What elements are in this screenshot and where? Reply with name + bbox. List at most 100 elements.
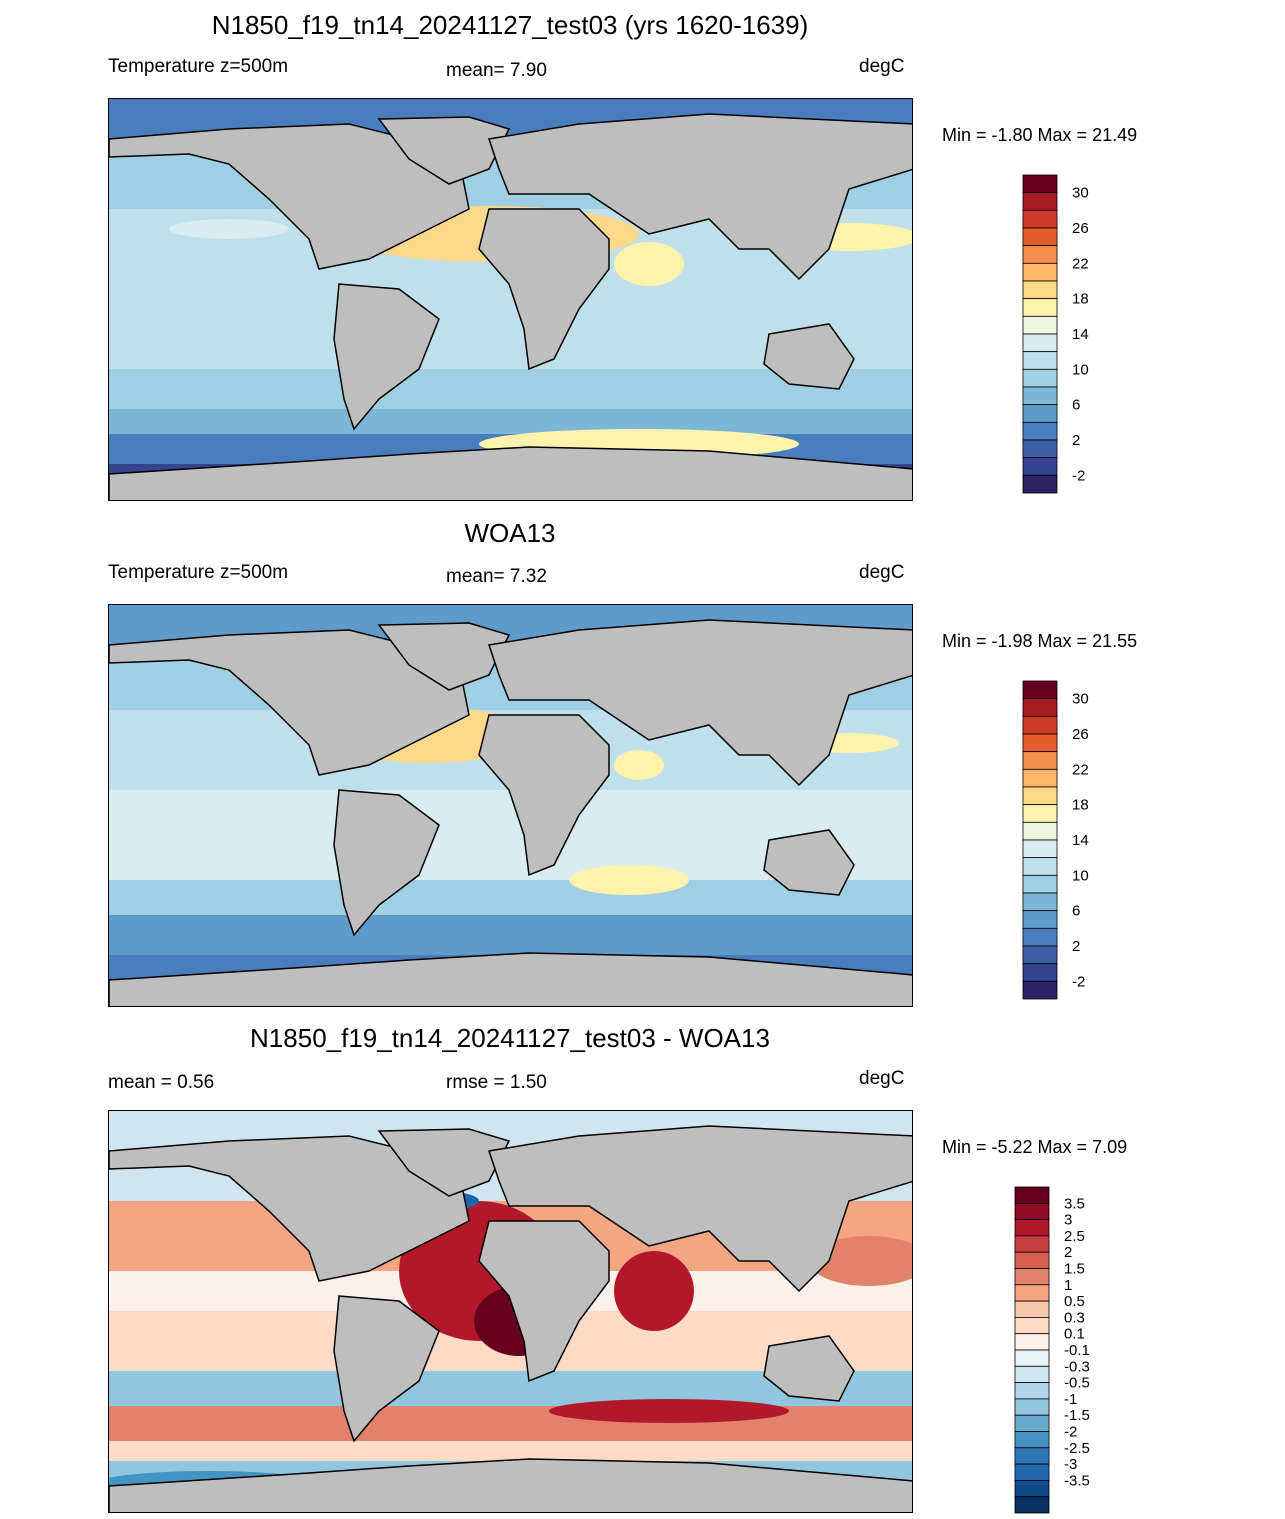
- land-eurasia: [488, 1125, 912, 1293]
- colorbar-tick-label: 2: [1072, 938, 1080, 955]
- colorbar-box: [1014, 1268, 1050, 1286]
- land-eurasia: [488, 113, 912, 281]
- colorbar-box: [1022, 386, 1058, 406]
- warm-anomaly: [809, 1236, 912, 1286]
- colorbar-box: [1022, 804, 1058, 823]
- colorbar-box: [1022, 945, 1058, 965]
- colorbar-tick-label: 1: [1064, 1277, 1072, 1294]
- colorbar-box: [1022, 733, 1058, 753]
- colorbar-tick-label: 30: [1072, 185, 1089, 202]
- panel-1-map: [108, 98, 913, 501]
- land-south-america: [333, 283, 440, 431]
- colorbar-tick-label: -0.5: [1064, 1375, 1090, 1392]
- panel-3-rmse-label: rmse = 1.50: [446, 1072, 547, 1093]
- panel-2-units-label: degC: [859, 562, 905, 583]
- colorbar-box: [1022, 227, 1058, 247]
- colorbar-tick-label: 3.5: [1064, 1195, 1085, 1212]
- colorbar-box: [1022, 927, 1058, 947]
- land-south-america: [333, 1295, 440, 1443]
- colorbar-box: [1014, 1316, 1050, 1335]
- panel-3-title: N1850_f19_tn14_20241127_test03 - WOA13: [250, 1023, 770, 1053]
- colorbar-box: [1022, 192, 1058, 211]
- colorbar-svg: 30 26 22 18 14 10 6 2 -2: [1022, 680, 1089, 1000]
- land-australia: [763, 1335, 855, 1402]
- colorbar-box: [1014, 1300, 1050, 1318]
- colorbar-box: [1022, 892, 1058, 912]
- colorbar-tick-label: 10: [1072, 361, 1089, 378]
- colorbar-box: [1022, 209, 1058, 229]
- colorbar-tick-label: -3: [1064, 1456, 1077, 1473]
- colorbar-box: [1022, 698, 1058, 717]
- panel-3-units-label: degC: [859, 1068, 905, 1089]
- colorbar-tick-label: -0.3: [1064, 1358, 1090, 1375]
- colorbar-tick-label: 0.1: [1064, 1326, 1085, 1343]
- colorbar-box: [1022, 245, 1058, 264]
- panel-1-title: N1850_f19_tn14_20241127_test03 (yrs 1620…: [211, 10, 809, 40]
- warm-anomaly: [569, 865, 689, 895]
- colorbar-tick-label: -2: [1072, 973, 1085, 990]
- colorbar-tick-label: 18: [1072, 291, 1089, 308]
- colorbar-tick-label: 10: [1072, 867, 1089, 884]
- colorbar-tick-label: 18: [1072, 797, 1089, 814]
- ocean-band: [109, 880, 912, 915]
- colorbar-box: [1022, 280, 1058, 300]
- colorbar-box: [1014, 1284, 1050, 1302]
- colorbar-tick-label: 2: [1072, 432, 1080, 449]
- colorbar-tick-label: -2.5: [1064, 1440, 1090, 1457]
- land-greenland: [377, 116, 511, 185]
- colorbar-box: [1022, 874, 1058, 894]
- colorbar-box: [1014, 1365, 1050, 1384]
- warm-anomaly: [169, 219, 289, 239]
- panel-2-map: [108, 604, 913, 1007]
- land-north-america: [109, 1135, 470, 1282]
- ocean-band: [109, 915, 912, 955]
- land-antarctica: [109, 952, 912, 1006]
- colorbar-box: [1022, 404, 1058, 423]
- colorbar-box: [1014, 1235, 1050, 1253]
- panel-2-mean-label: mean= 7.32: [446, 566, 547, 587]
- ocean-band: [109, 409, 912, 434]
- colorbar-tick-label: 26: [1072, 726, 1089, 743]
- colorbar-box: [1022, 963, 1058, 982]
- panel-1-colorbar: 30 26 22 18 14 10 6 2 -2: [1022, 174, 1113, 495]
- colorbar-box: [1022, 315, 1058, 335]
- colorbar-box: [1022, 839, 1058, 859]
- warm-anomaly: [549, 1399, 789, 1423]
- ocean-band: [109, 1406, 912, 1441]
- colorbar-box: [1014, 1431, 1050, 1449]
- colorbar-box: [1022, 751, 1058, 770]
- land-antarctica: [109, 446, 912, 500]
- colorbar-tick-label: -0.1: [1064, 1342, 1090, 1359]
- panel-2-variable-label: Temperature z=500m: [108, 562, 289, 583]
- colorbar-tick-label: 6: [1072, 397, 1080, 414]
- land-australia: [763, 323, 855, 390]
- colorbar-box: [1014, 1219, 1050, 1237]
- colorbar-box: [1014, 1496, 1050, 1514]
- colorbar-tick-label: 2.5: [1064, 1228, 1085, 1245]
- colorbar-box: [1014, 1479, 1050, 1498]
- colorbar-tick-label: 14: [1072, 832, 1089, 849]
- colorbar-box: [1022, 439, 1058, 459]
- colorbar-tick-label: 26: [1072, 220, 1089, 237]
- land-antarctica: [109, 1458, 912, 1512]
- colorbar-tick-label: 6: [1072, 903, 1080, 920]
- colorbar-tick-label: 3: [1064, 1212, 1072, 1229]
- colorbar-box: [1022, 768, 1058, 788]
- colorbar-box: [1022, 680, 1058, 700]
- ocean-band: [109, 1441, 912, 1461]
- colorbar-box: [1022, 910, 1058, 929]
- colorbar-box: [1014, 1382, 1050, 1400]
- land-eurasia: [488, 619, 912, 787]
- colorbar-box: [1022, 857, 1058, 876]
- colorbar-tick-label: 1.5: [1064, 1261, 1085, 1278]
- colorbar-box: [1014, 1186, 1050, 1204]
- colorbar-box: [1022, 821, 1058, 841]
- panel-3-mean-label: mean = 0.56: [108, 1072, 215, 1093]
- colorbar-tick-label: -1: [1064, 1391, 1077, 1408]
- colorbar-box: [1022, 421, 1058, 441]
- land-australia: [763, 829, 855, 896]
- colorbar-tick-label: 2: [1064, 1244, 1072, 1261]
- colorbar-tick-label: 0.5: [1064, 1293, 1085, 1310]
- colorbar-box: [1022, 174, 1058, 194]
- warm-anomaly: [614, 242, 684, 286]
